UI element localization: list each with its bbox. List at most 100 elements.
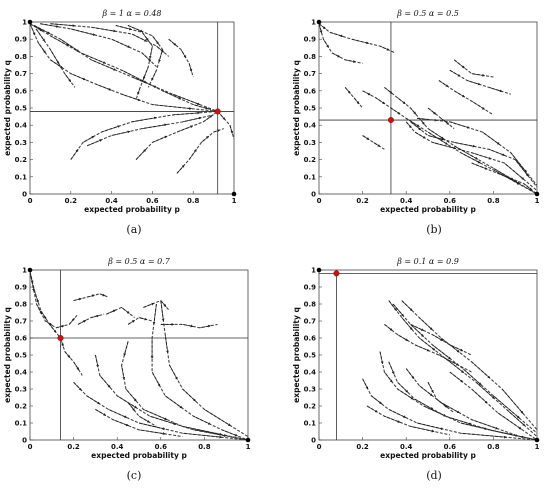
panel-b-ytick-label: 0.3 [304, 139, 317, 147]
caption-a: (a) [126, 223, 142, 236]
panel-c-field [30, 271, 248, 440]
panel-c-ytick-label: 0.9 [15, 284, 28, 292]
panel-b-vector-arrow [427, 128, 445, 140]
panel-b-ytick-label: 0.6 [304, 87, 317, 95]
panel-a-vector-arrow [111, 38, 131, 48]
panel-a-vector-arrow [162, 90, 182, 100]
caption-b: (b) [426, 223, 442, 236]
panel-a-xtick-label: 0 [28, 197, 33, 205]
panel-a-vector-arrow [50, 59, 64, 69]
panel-c-vector-arrow [56, 324, 65, 329]
panel-d-vector-arrow [471, 388, 488, 404]
panel-d-trajectory [449, 371, 537, 440]
panel-d-corner-point [316, 267, 322, 273]
panel-d-field [362, 300, 537, 440]
panel-a-vector-arrow [151, 70, 157, 81]
panel-b-vector-arrow [454, 142, 476, 148]
panel-c-trajectory [73, 381, 248, 440]
panel-b-vector-arrow [471, 152, 492, 160]
panel-d-ylabel: expected probability q [292, 307, 301, 403]
panel-c-vector-arrow [169, 365, 178, 380]
panel-c-ytick-label: 0.3 [15, 386, 28, 394]
panel-a-vector-arrow [80, 52, 106, 64]
panel-b-vector-arrow [438, 80, 449, 87]
panel-c-vector-arrow [182, 388, 197, 402]
panel-b-trajectory [471, 162, 537, 194]
panel-b-vector-arrow [493, 167, 520, 184]
panel-a-field [30, 23, 234, 174]
panel-c-vector-arrow [182, 426, 223, 436]
panel-a-vector-arrow [30, 23, 43, 32]
panel-c-vector-arrow [77, 320, 87, 325]
panel-d-vector-arrow [366, 405, 378, 413]
panel-a-vector-arrow [180, 49, 187, 59]
panel-d-xtick-label: 0 [317, 443, 322, 451]
panel-a-ytick-label: 1 [22, 19, 27, 27]
panel-c-xtick-label: 0.4 [111, 443, 124, 451]
panel-c-vector-arrow [95, 354, 99, 368]
panel-b-vector-arrow [319, 23, 326, 30]
panel-a-vector-arrow [188, 63, 193, 72]
panel-c-vector-arrow [143, 409, 168, 420]
panel-a-vector-arrow [64, 73, 72, 83]
panel-d-vector-arrow [384, 371, 393, 383]
panel-c-vector-arrow [68, 317, 75, 325]
panel-c-vector-arrow [121, 307, 130, 314]
panel-a-vector-arrow [156, 45, 165, 53]
panel-a-vector-arrow [229, 125, 234, 134]
panel-d-ytick-label: 0.4 [304, 369, 317, 377]
panel-a-vector-arrow [127, 25, 144, 33]
panel-b-ytick-label: 0.9 [304, 36, 317, 44]
panel-b-xlabel: expected probability p [380, 205, 476, 214]
panel-d-axes-frame [318, 269, 538, 441]
panel-a-vector-arrow [101, 125, 121, 133]
panel-d-ytick-label: 0.1 [304, 420, 317, 428]
panel-d-vector-arrow [488, 429, 519, 437]
panel-d-vector-arrow [362, 378, 369, 390]
panel-b-vector-arrow [523, 183, 533, 191]
panel-c-vector-arrow [123, 341, 129, 357]
panel-c-vector-arrow [204, 409, 231, 427]
panel-d-trajectory [388, 361, 537, 440]
panel-a-vector-arrow [50, 35, 70, 47]
panel-c-ylabel: expected probability q [3, 307, 12, 403]
panel-a-vector-arrow [137, 87, 141, 96]
panel-d-vector-arrow [462, 368, 482, 386]
panel-a-equilibrium-point [214, 108, 221, 115]
panel-b-trajectory [449, 69, 511, 95]
panel-b-xtick-label: 0.2 [356, 197, 369, 205]
panel-b-xtick-label: 0.6 [444, 197, 457, 205]
caption-c: (c) [126, 469, 142, 482]
panel-c-vector-arrow [151, 371, 161, 387]
panel-b-trajectory [319, 23, 396, 54]
panel-d-ytick-label: 0.8 [304, 301, 317, 309]
panel-c-trajectory [94, 354, 248, 440]
panel-c-xtick-label: 0.6 [155, 443, 168, 451]
panel-a-vector-arrow [141, 52, 152, 62]
panel-c-ytick-label: 0.5 [15, 352, 28, 360]
panel-b-vector-arrow [323, 39, 329, 48]
panel-d-vector-arrow [388, 409, 407, 418]
panel-b-vector-arrow [353, 97, 360, 105]
panel-b-xtick-label: 1 [535, 197, 540, 205]
panel-c-vector-arrow [73, 381, 82, 391]
panel-a-vector-arrow [172, 111, 201, 116]
panel-c-chart: β = 0.5 α = 0.7 0 0.1 0.2 0.3 0.4 0.5 0.6 0.7 0.8… [3, 257, 251, 460]
panel-a-trajectory [135, 110, 219, 160]
panel-b-vector-arrow [467, 80, 481, 86]
panel-a-vector-arrow [131, 116, 157, 123]
panel-b-vector-arrow [319, 23, 323, 34]
panel-b-ytick-label: 0.7 [304, 70, 317, 78]
panel-b-ylabel: expected probability q [292, 60, 301, 156]
panel-b-vector-arrow [510, 152, 527, 173]
panel-d-vector-arrow [401, 317, 413, 331]
panel-d-vector-arrow [410, 324, 424, 337]
panel-a-xtick-label: 0.8 [187, 197, 200, 205]
panel-d-xtick-label: 0.4 [400, 443, 413, 451]
panel-a-trajectory [217, 111, 234, 140]
panel-a-vector-arrow [201, 135, 210, 143]
panel-b-vector-arrow [406, 118, 420, 127]
panel-a-ytick-label: 0.8 [15, 53, 28, 61]
panel-a-trajectory [30, 23, 218, 112]
panel-a-vector-arrow [176, 125, 194, 133]
